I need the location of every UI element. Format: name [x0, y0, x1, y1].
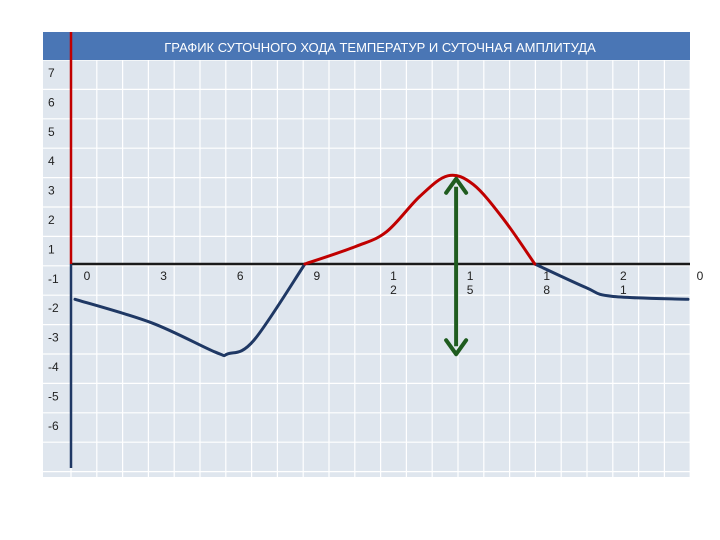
x-tick-label: 9 — [314, 269, 321, 283]
amplitude-arrow-head-bottom — [444, 338, 469, 357]
y-tick-label: 5 — [48, 125, 55, 139]
y-axis-ticks: 7 6 5 4 3 2 1 -1 -2 -3 -4 -5 -6 — [48, 66, 59, 433]
chart-title: ГРАФИК СУТОЧНОГО ХОДА ТЕМПЕРАТУР И СУТОЧ… — [164, 40, 596, 55]
x-tick-label: 0 — [697, 269, 704, 283]
amplitude-arrow-head-top — [444, 176, 469, 195]
x-tick-label: 12 — [390, 269, 397, 297]
y-tick-label: -4 — [48, 360, 59, 374]
svg-text:2: 2 — [390, 283, 397, 297]
svg-text:5: 5 — [467, 283, 474, 297]
svg-text:1: 1 — [467, 269, 474, 283]
y-tick-label: -5 — [48, 389, 59, 403]
svg-text:1: 1 — [620, 283, 627, 297]
y-tick-label: 6 — [48, 95, 55, 109]
svg-text:8: 8 — [543, 283, 550, 297]
y-tick-label: -6 — [48, 419, 59, 433]
svg-text:9: 9 — [314, 269, 321, 283]
series-line-below-zero — [533, 262, 690, 301]
x-tick-label: 6 — [237, 269, 244, 283]
x-tick-label: 0 — [84, 269, 91, 283]
svg-text:0: 0 — [697, 269, 704, 283]
y-tick-label: 2 — [48, 213, 55, 227]
svg-text:2: 2 — [620, 269, 627, 283]
y-tick-label: 7 — [48, 66, 55, 80]
svg-text:3: 3 — [160, 269, 167, 283]
x-tick-label: 18 — [543, 269, 550, 297]
y-tick-label: 1 — [48, 242, 55, 256]
y-tick-label: -3 — [48, 331, 59, 345]
svg-text:6: 6 — [237, 269, 244, 283]
plot-area — [43, 32, 690, 477]
y-tick-label: -2 — [48, 301, 59, 315]
y-tick-label: -1 — [48, 272, 59, 286]
svg-text:1: 1 — [390, 269, 397, 283]
x-tick-label: 21 — [620, 269, 627, 297]
x-tick-label: 15 — [467, 269, 474, 297]
series-lines — [73, 173, 690, 358]
title-band — [43, 32, 690, 60]
x-tick-label: 3 — [160, 269, 167, 283]
series-line-below-zero — [73, 262, 307, 358]
y-tick-label: 4 — [48, 154, 55, 168]
grid — [43, 32, 691, 477]
svg-text:1: 1 — [543, 269, 550, 283]
series-line-above-zero — [303, 173, 537, 266]
y-tick-label: 3 — [48, 184, 55, 198]
svg-text:0: 0 — [84, 269, 91, 283]
amplitude-arrow — [444, 176, 469, 357]
